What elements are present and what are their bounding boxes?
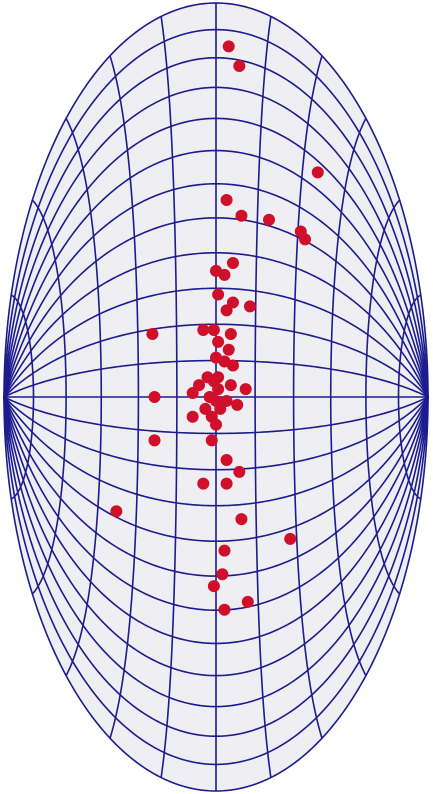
parallel [254, 16, 272, 778]
data-point [220, 454, 233, 467]
parallel [292, 55, 323, 739]
data-point [233, 60, 246, 73]
data-point [233, 465, 246, 478]
parallel [109, 55, 140, 739]
data-point [207, 580, 220, 593]
data-point [205, 434, 218, 447]
data-point [110, 505, 123, 518]
data-point [226, 257, 239, 270]
parallel [329, 118, 367, 676]
data-point [207, 324, 220, 337]
data-point [218, 603, 231, 616]
data-point [220, 194, 233, 206]
parallel [10, 294, 35, 500]
data-point [186, 387, 199, 400]
data-point [239, 383, 252, 396]
parallel [31, 199, 67, 595]
data-point [243, 300, 256, 313]
data-point [222, 40, 235, 53]
data-point [214, 402, 227, 415]
data-point [218, 268, 231, 281]
data-point [224, 379, 237, 392]
data-point [263, 213, 275, 226]
data-point [226, 359, 239, 372]
data-point [220, 477, 233, 490]
data-point [186, 410, 199, 423]
data-point [241, 595, 254, 608]
parallel [397, 294, 422, 500]
data-point [311, 166, 324, 179]
points [110, 40, 324, 616]
data-point [284, 532, 297, 545]
data-point [235, 209, 248, 222]
data-point [222, 343, 235, 356]
data-point [216, 568, 229, 581]
data-point [146, 327, 159, 340]
data-point [148, 391, 161, 403]
parallel [160, 16, 178, 778]
graticule [3, 2, 429, 792]
data-point [212, 288, 225, 301]
data-point [235, 513, 248, 526]
data-point [218, 544, 231, 557]
data-point [197, 477, 210, 490]
data-point [212, 335, 225, 348]
data-point [148, 434, 161, 447]
data-point [224, 327, 237, 340]
data-point [212, 383, 225, 396]
parallel [65, 118, 103, 676]
data-point [210, 418, 222, 431]
data-point [231, 398, 244, 411]
data-point [220, 304, 233, 317]
data-point [299, 233, 312, 246]
data-point [197, 324, 210, 337]
parallel [365, 199, 401, 595]
